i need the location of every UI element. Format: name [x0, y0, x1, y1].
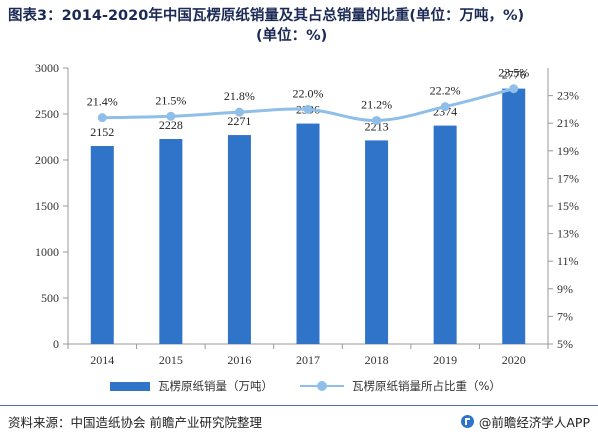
share-value-label: 21.2%: [361, 97, 392, 111]
share-point: [303, 104, 313, 114]
left-tick-label: 1500: [35, 199, 59, 213]
left-tick-label: 1000: [35, 245, 59, 259]
share-point: [234, 107, 244, 117]
share-value-label: 21.8%: [224, 89, 255, 103]
bar-value-label: 2271: [227, 114, 251, 128]
brand-credit: @前瞻经济学人APP: [460, 412, 590, 431]
share-point: [509, 84, 519, 94]
chart-title-line2: (单位：%): [256, 28, 328, 44]
bar: [365, 140, 389, 344]
legend-item-bar: 瓦楞原纸销量（万吨）: [110, 378, 273, 394]
legend-line-swatch: [300, 380, 344, 392]
share-point: [97, 113, 107, 123]
share-value-label: 22.0%: [293, 86, 324, 100]
footer: 资料来源：中国造纸协会 前瞻产业研究院整理 @前瞻经济学人APP: [0, 409, 598, 433]
share-point: [372, 115, 382, 125]
footer-divider: [0, 405, 598, 406]
brand-logo-icon: [460, 415, 474, 428]
right-tick-label: 11%: [557, 254, 579, 268]
bar: [433, 125, 457, 344]
right-tick-label: 21%: [557, 116, 579, 130]
x-tick-label: 2018: [365, 353, 389, 367]
legend-bar-label: 瓦楞原纸销量（万吨）: [158, 379, 273, 393]
bar-value-label: 2152: [90, 125, 114, 139]
x-tick-label: 2014: [90, 353, 114, 367]
x-tick-label: 2019: [433, 353, 457, 367]
right-tick-label: 15%: [557, 199, 579, 213]
source-note: 资料来源：中国造纸协会 前瞻产业研究院整理: [8, 415, 262, 430]
chart-title: 图表3：2014-2020年中国瓦楞原纸销量及其占总销量的比重(单位：万吨，%)…: [8, 6, 592, 46]
right-tick-label: 17%: [557, 171, 579, 185]
bar: [502, 88, 526, 344]
x-tick-label: 2015: [159, 353, 183, 367]
right-tick-label: 9%: [557, 282, 573, 296]
right-tick-label: 23%: [557, 89, 579, 103]
share-value-label: 23.5%: [498, 66, 529, 80]
right-tick-label: 13%: [557, 227, 579, 241]
bar-value-label: 2776: [502, 68, 526, 82]
brand-label: @前瞻经济学人APP: [478, 415, 590, 430]
x-tick-label: 2016: [227, 353, 251, 367]
right-tick-label: 19%: [557, 144, 579, 158]
left-tick-label: 3000: [35, 61, 59, 75]
right-tick-label: 7%: [557, 309, 573, 323]
right-tick-label: 5%: [557, 337, 573, 351]
share-point: [440, 102, 450, 112]
chart-area: 0 500 1000 1500 2000 2500 3000 5% 7% 9% 11% 13% 15% 1…: [0, 54, 598, 376]
bar: [90, 146, 114, 344]
combo-chart-svg: 0 500 1000 1500 2000 2500 3000 5% 7% 9% 11% 13% 15% 1…: [35, 61, 579, 367]
left-tick-label: 2500: [35, 107, 59, 121]
left-tick-label: 0: [53, 337, 59, 351]
x-tick-label: 2017: [296, 353, 320, 367]
legend-item-line: 瓦楞原纸销量所占比重（%）: [300, 378, 501, 394]
legend-bar-swatch: [110, 381, 150, 391]
bar-value-label: 2228: [159, 118, 183, 132]
bar-value-label: 2213: [365, 119, 389, 133]
share-value-label: 21.5%: [155, 93, 186, 107]
bar: [159, 139, 183, 344]
share-point: [166, 111, 176, 121]
left-tick-label: 2000: [35, 153, 59, 167]
chart-title-line1: 图表3：2014-2020年中国瓦楞原纸销量及其占总销量的比重(单位：万吨，%): [8, 8, 525, 24]
left-tick-label: 500: [41, 291, 59, 305]
bar: [296, 123, 320, 345]
bar: [227, 135, 251, 344]
legend-line-label: 瓦楞原纸销量所占比重（%）: [352, 379, 501, 393]
x-tick-label: 2020: [502, 353, 526, 367]
share-value-label: 21.4%: [87, 95, 118, 109]
chart-legend: 瓦楞原纸销量（万吨） 瓦楞原纸销量所占比重（%）: [0, 376, 598, 398]
share-value-label: 22.2%: [430, 84, 461, 98]
